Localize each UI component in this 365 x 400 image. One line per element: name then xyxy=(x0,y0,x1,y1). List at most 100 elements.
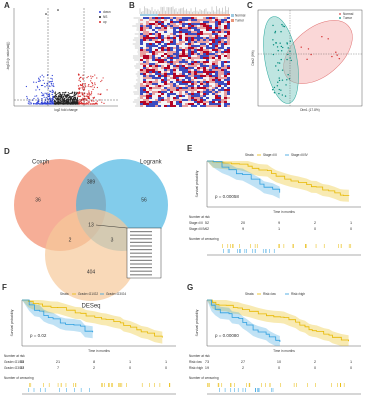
cell xyxy=(197,47,200,49)
cell xyxy=(224,97,227,99)
cell xyxy=(218,41,221,43)
cell xyxy=(179,17,182,19)
cell xyxy=(191,55,194,57)
cell xyxy=(203,99,206,101)
cell xyxy=(227,41,230,43)
cell xyxy=(185,93,188,95)
cell xyxy=(149,53,152,55)
cell xyxy=(143,45,146,47)
dot xyxy=(49,100,51,102)
cell xyxy=(140,83,143,85)
dot xyxy=(72,100,74,102)
cell xyxy=(161,95,164,97)
cell xyxy=(221,33,224,35)
cell xyxy=(200,105,203,107)
cell xyxy=(188,61,191,63)
cell xyxy=(155,101,158,103)
cell xyxy=(212,63,215,65)
cell xyxy=(179,87,182,89)
dot xyxy=(45,13,47,15)
dot xyxy=(288,78,291,80)
cell xyxy=(197,49,200,51)
cell xyxy=(143,61,146,63)
panel-label: B xyxy=(129,1,135,10)
dot xyxy=(274,32,276,34)
cell xyxy=(155,71,158,73)
cell xyxy=(167,23,170,25)
dot xyxy=(56,93,58,96)
dot xyxy=(37,87,39,89)
cell xyxy=(164,35,167,37)
cell xyxy=(176,87,179,89)
cell xyxy=(185,23,188,25)
cell xyxy=(209,51,212,53)
dot xyxy=(64,93,66,95)
legend-dot xyxy=(99,11,101,13)
cell xyxy=(212,97,215,99)
cell xyxy=(155,35,158,37)
cell xyxy=(212,85,215,87)
cell xyxy=(146,29,149,31)
cell xyxy=(152,51,155,53)
cell xyxy=(185,19,188,21)
group-bar xyxy=(141,14,143,16)
cell xyxy=(173,105,176,107)
cell xyxy=(146,31,149,33)
dot xyxy=(86,95,88,97)
cell xyxy=(182,83,185,85)
cell xyxy=(161,97,164,99)
cell xyxy=(215,63,218,65)
cell xyxy=(209,105,212,107)
cell xyxy=(146,77,149,79)
dot xyxy=(96,77,98,79)
cell xyxy=(167,65,170,67)
cell xyxy=(197,19,200,21)
dot xyxy=(58,101,61,103)
cell xyxy=(143,69,146,71)
cell xyxy=(161,71,164,73)
cell xyxy=(197,45,200,47)
cell xyxy=(224,101,227,103)
cell xyxy=(224,63,227,65)
cell xyxy=(167,35,170,37)
cell xyxy=(140,69,143,71)
cell xyxy=(140,87,143,89)
dot xyxy=(277,62,279,64)
cell xyxy=(152,43,155,45)
dot xyxy=(85,98,87,100)
cell xyxy=(161,37,164,39)
cell xyxy=(206,95,209,97)
cell xyxy=(176,73,179,75)
cell xyxy=(164,17,167,19)
dot xyxy=(81,85,83,87)
cell xyxy=(197,93,200,95)
risk-count: 20 xyxy=(241,221,245,225)
cell xyxy=(173,89,176,91)
dot xyxy=(106,89,108,91)
cell xyxy=(197,73,200,75)
group-bar xyxy=(155,14,157,16)
dot xyxy=(73,102,76,104)
cell xyxy=(221,61,224,63)
cell xyxy=(221,35,224,37)
cell xyxy=(221,79,224,81)
dot xyxy=(54,103,57,105)
group-bar xyxy=(185,14,187,16)
cell xyxy=(188,53,191,55)
cell xyxy=(149,31,152,33)
cell xyxy=(224,79,227,81)
confidence-band xyxy=(207,161,349,202)
cell xyxy=(155,31,158,33)
cell xyxy=(161,59,164,61)
axis-title: Time in months xyxy=(273,210,295,214)
cell xyxy=(185,21,188,23)
cell xyxy=(221,63,224,65)
cell xyxy=(173,29,176,31)
cell xyxy=(203,49,206,51)
cell xyxy=(194,31,197,33)
legend-label: NS xyxy=(103,15,107,19)
cell xyxy=(185,83,188,85)
cell xyxy=(170,25,173,27)
dot xyxy=(73,95,75,97)
cell xyxy=(164,101,167,103)
